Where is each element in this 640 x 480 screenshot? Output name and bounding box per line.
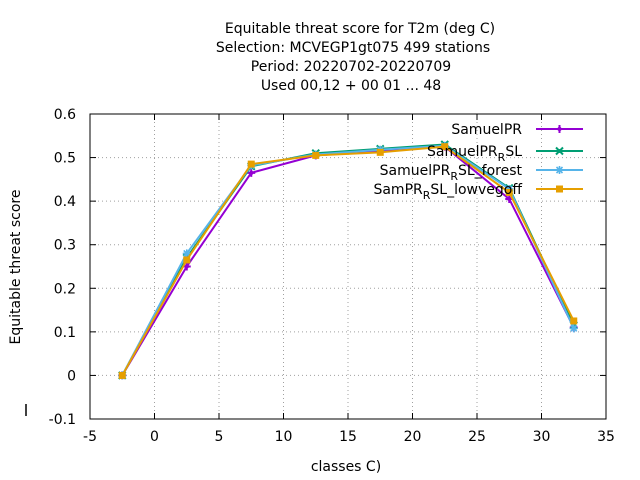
- grid-lines: [90, 114, 606, 419]
- series-line: [121, 145, 575, 376]
- legend-entry: SamuelPR: [451, 122, 583, 138]
- x-tick-label: 0: [150, 429, 159, 445]
- data-point-marker: [569, 324, 578, 333]
- series-line: [121, 144, 575, 376]
- x-tick-label: -5: [83, 429, 97, 445]
- title-line-2: Selection: MCVEGP1gt075 499 stations: [216, 40, 490, 56]
- legend-label: SamuelPRRSL_forest: [380, 163, 523, 183]
- data-point-marker: [312, 151, 320, 159]
- y-tick-label: 0: [67, 368, 76, 384]
- y-tick-label: 0.2: [54, 281, 76, 297]
- chart-title: Equitable threat score for T2m (deg C) S…: [216, 21, 495, 94]
- series-sampr-rsl-lowvegoff: [118, 143, 578, 379]
- y-tick-label: 0.6: [54, 107, 76, 123]
- data-point-marker: [570, 317, 578, 325]
- y-tick-label: 0.3: [54, 238, 76, 254]
- series-layer: [118, 140, 578, 380]
- legend-subscript: R: [423, 189, 431, 202]
- x-tick-label: 35: [597, 429, 615, 445]
- data-point-marker: [183, 256, 191, 264]
- data-point-marker: [555, 166, 564, 174]
- x-tick-label: 30: [533, 429, 551, 445]
- legend-label: SamPRRSL_lowvegoff: [373, 182, 522, 202]
- x-tick-label: 25: [468, 429, 486, 445]
- title-line-1: Equitable threat score for T2m (deg C): [225, 21, 495, 37]
- legend-label-tail: SL_forest: [458, 163, 523, 179]
- data-point-dot: [557, 149, 562, 153]
- legend-subscript: R: [450, 170, 458, 183]
- legend-subscript: R: [498, 151, 506, 164]
- x-axis-label: classes C): [311, 459, 381, 475]
- legend-entry: SamPRRSL_lowvegoff: [373, 182, 583, 202]
- data-point-marker: [505, 188, 513, 196]
- legend-entry: SamuelPRRSL_forest: [380, 163, 583, 183]
- data-point-marker: [182, 249, 191, 258]
- data-point-dot: [557, 126, 562, 132]
- axis-ticks: -5 0 5 10 15 20 25 30 35 -0.1 0 0.1 0.2 0.3 0.4 0.5 0.6: [49, 107, 615, 445]
- legend-label: SamuelPRRSL: [427, 144, 522, 164]
- y-axis-label: Equitable threat score: [8, 190, 24, 345]
- legend-label-tail: SL: [505, 144, 522, 160]
- y-tick-label: 0.1: [54, 325, 76, 341]
- y-tick-label: -0.1: [49, 412, 76, 428]
- title-line-3: Period: 20220702-20220709: [251, 59, 451, 75]
- data-point-marker: [118, 371, 126, 379]
- legend-label: SamuelPR: [451, 122, 522, 138]
- data-point-marker: [247, 160, 255, 168]
- title-line-4: Used 00,12 + 00 01 ... 48: [261, 78, 441, 94]
- x-tick-label: 10: [275, 429, 293, 445]
- legend: SamuelPR SamuelPRRSLSamuelPRRSL_forestSam…: [373, 122, 583, 202]
- y-tick-label: 0.5: [54, 151, 76, 167]
- x-tick-label: 5: [215, 429, 224, 445]
- data-point-marker: [441, 143, 449, 151]
- y-tick-label: 0.4: [54, 194, 76, 210]
- x-tick-label: 20: [404, 429, 422, 445]
- data-point-marker: [376, 148, 384, 156]
- data-point-dot: [184, 264, 189, 269]
- data-point-dot: [249, 170, 254, 176]
- legend-entry: SamuelPRRSL: [427, 144, 583, 164]
- x-tick-label: 15: [339, 429, 357, 445]
- data-point-dot: [507, 196, 512, 202]
- legend-label-tail: SL_lowvegoff: [430, 182, 522, 198]
- data-point-marker: [556, 185, 563, 193]
